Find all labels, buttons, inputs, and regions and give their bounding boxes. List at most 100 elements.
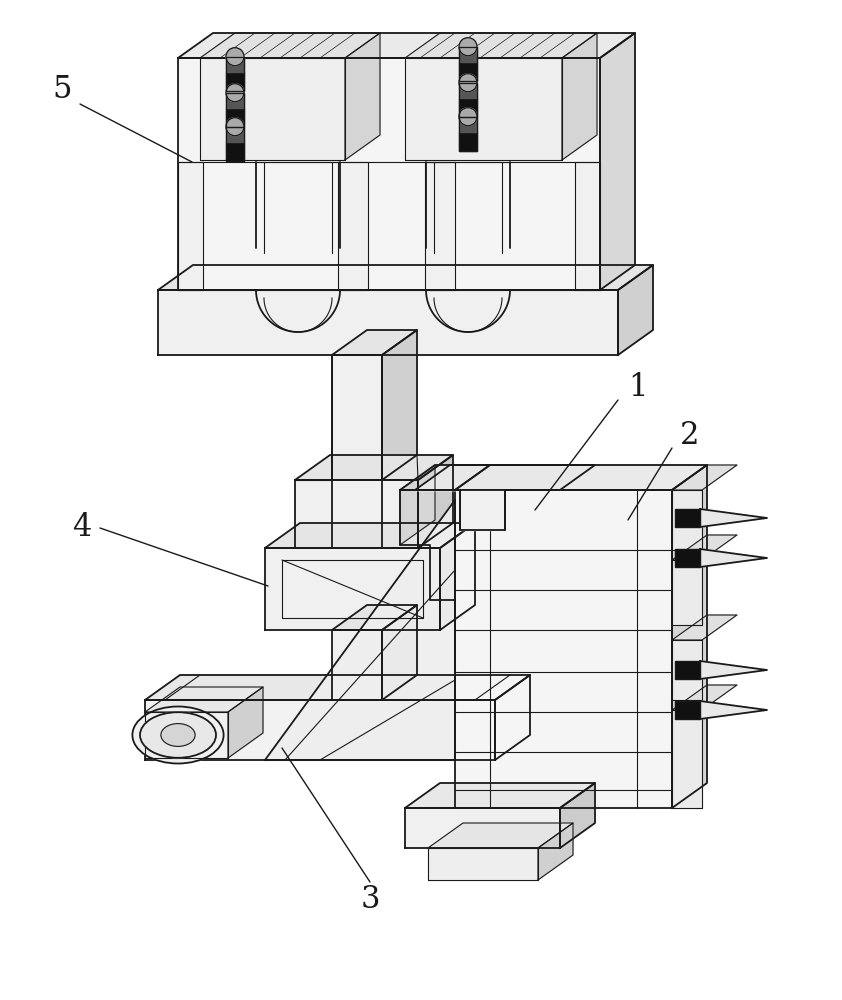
Polygon shape (672, 465, 737, 490)
Polygon shape (495, 675, 530, 760)
Polygon shape (400, 465, 490, 490)
Circle shape (459, 108, 477, 126)
Polygon shape (405, 33, 597, 58)
Polygon shape (618, 265, 653, 355)
Polygon shape (700, 509, 767, 527)
Polygon shape (672, 615, 737, 640)
Polygon shape (382, 605, 417, 700)
Polygon shape (145, 712, 228, 758)
Text: 4: 4 (72, 512, 92, 544)
Polygon shape (265, 523, 475, 548)
Polygon shape (600, 33, 635, 290)
Polygon shape (345, 33, 380, 160)
Polygon shape (332, 630, 382, 700)
Circle shape (226, 118, 244, 136)
Text: 1: 1 (628, 372, 647, 403)
Polygon shape (700, 701, 767, 719)
Polygon shape (295, 455, 453, 480)
Text: 5: 5 (52, 75, 72, 105)
Bar (459, 47, 477, 81)
Ellipse shape (132, 706, 224, 764)
Polygon shape (562, 33, 597, 160)
Polygon shape (265, 500, 455, 760)
Polygon shape (672, 560, 702, 625)
Bar (459, 83, 477, 117)
Text: 3: 3 (360, 884, 380, 916)
Bar (226, 57, 244, 91)
Circle shape (226, 84, 244, 102)
Ellipse shape (140, 712, 216, 758)
Polygon shape (158, 290, 618, 355)
Bar (459, 62, 477, 81)
Bar (226, 57, 244, 72)
Polygon shape (145, 687, 263, 712)
Bar (226, 72, 244, 91)
Polygon shape (265, 548, 440, 630)
Polygon shape (178, 162, 203, 290)
Polygon shape (672, 685, 737, 710)
Polygon shape (178, 58, 600, 290)
Polygon shape (338, 162, 368, 290)
Polygon shape (158, 265, 653, 290)
Bar (675, 509, 700, 527)
Bar (226, 142, 244, 161)
Polygon shape (382, 330, 417, 480)
Polygon shape (700, 661, 767, 679)
Bar (675, 509, 700, 527)
Bar (226, 108, 244, 127)
Polygon shape (428, 848, 538, 880)
Polygon shape (415, 465, 595, 490)
Polygon shape (400, 465, 435, 545)
Polygon shape (332, 355, 382, 480)
Circle shape (459, 74, 477, 92)
Polygon shape (672, 465, 707, 808)
Bar (226, 93, 244, 127)
Bar (675, 661, 700, 679)
Polygon shape (295, 480, 418, 548)
Circle shape (226, 48, 244, 66)
Bar (459, 83, 477, 98)
Polygon shape (145, 675, 530, 700)
Ellipse shape (161, 724, 195, 746)
Bar (459, 117, 477, 132)
Bar (675, 701, 700, 719)
Polygon shape (560, 783, 595, 848)
Bar (226, 127, 244, 161)
Polygon shape (428, 823, 573, 848)
Polygon shape (425, 162, 455, 290)
Polygon shape (200, 58, 345, 160)
Polygon shape (200, 33, 380, 58)
Polygon shape (228, 687, 263, 758)
Polygon shape (672, 710, 702, 808)
Text: 2: 2 (680, 420, 700, 450)
Circle shape (459, 38, 477, 56)
Polygon shape (332, 605, 417, 630)
Bar (675, 661, 700, 679)
Polygon shape (418, 455, 453, 548)
Bar (226, 127, 244, 142)
Bar (675, 549, 700, 567)
Polygon shape (672, 535, 737, 560)
Bar (675, 549, 700, 567)
Polygon shape (332, 330, 417, 355)
Polygon shape (700, 549, 767, 567)
Bar (459, 47, 477, 62)
Polygon shape (672, 490, 702, 550)
Polygon shape (575, 162, 600, 290)
Polygon shape (405, 58, 562, 160)
Bar (459, 98, 477, 117)
Polygon shape (415, 490, 560, 530)
Polygon shape (405, 808, 560, 848)
Polygon shape (145, 700, 495, 760)
Polygon shape (178, 33, 635, 58)
Polygon shape (405, 783, 595, 808)
Polygon shape (455, 465, 707, 490)
Bar (675, 701, 700, 719)
Polygon shape (440, 523, 475, 630)
Bar (459, 132, 477, 151)
Polygon shape (672, 640, 702, 700)
Bar (459, 117, 477, 151)
Bar (226, 93, 244, 108)
Polygon shape (455, 490, 672, 808)
Polygon shape (538, 823, 573, 880)
